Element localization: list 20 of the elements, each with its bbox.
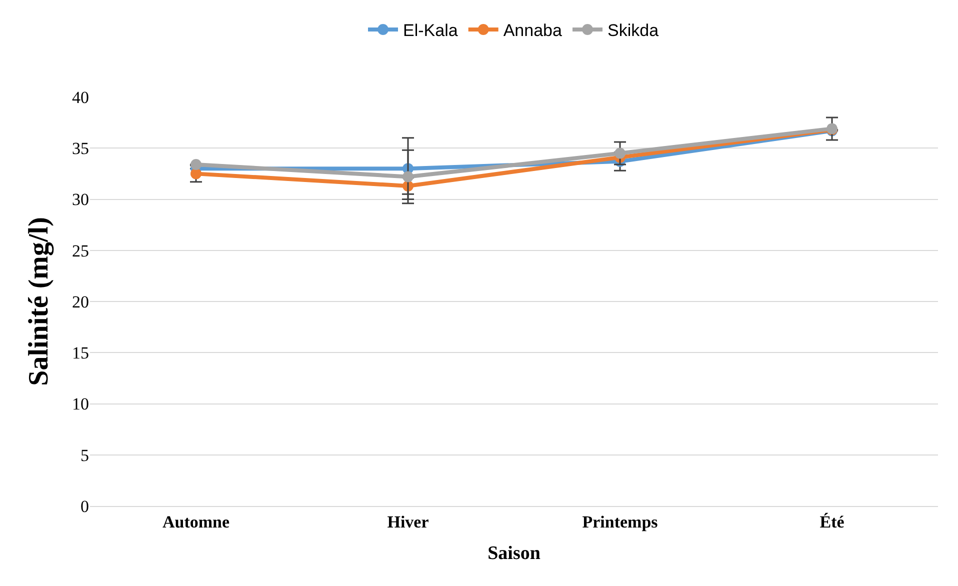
y-tick-label: 0 bbox=[80, 496, 89, 516]
x-axis-title: Saison bbox=[488, 543, 541, 564]
legend-label: Skikda bbox=[608, 21, 660, 40]
y-axis-title: Salinité (mg/l) bbox=[24, 217, 55, 386]
point bbox=[402, 171, 414, 182]
y-tick-label: 5 bbox=[80, 446, 89, 465]
x-tick-label: Été bbox=[820, 512, 845, 532]
legend-label: El-Kala bbox=[403, 21, 458, 40]
y-tick-label: 25 bbox=[72, 241, 89, 260]
legend-label: Annaba bbox=[503, 21, 563, 40]
y-tick-label: 30 bbox=[72, 190, 89, 210]
y-tick-label: 15 bbox=[72, 344, 89, 363]
point bbox=[614, 148, 626, 159]
y-tick-label: 35 bbox=[72, 139, 89, 158]
x-tick-label: Automne bbox=[162, 512, 230, 532]
x-tick-label: Printemps bbox=[582, 512, 658, 532]
y-tick-label: 20 bbox=[72, 292, 89, 312]
y-tick-label: 40 bbox=[72, 88, 89, 107]
x-tick-label: Hiver bbox=[387, 512, 430, 532]
y-tick-label: 10 bbox=[72, 394, 89, 414]
